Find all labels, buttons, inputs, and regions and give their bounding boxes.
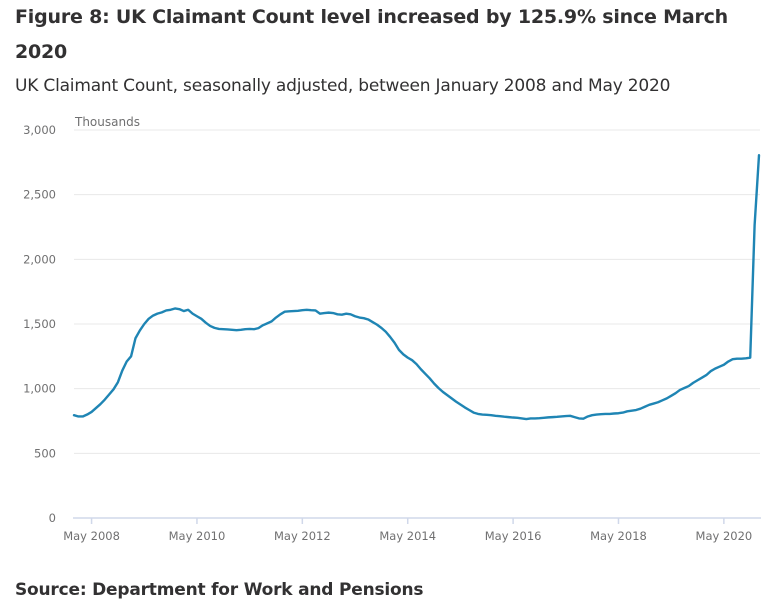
x-tick-label: May 2018: [590, 529, 647, 543]
y-axis-ticks: 0 500 1,000 1,500 2,000 2,500 3,000: [23, 123, 56, 525]
series-line-claimant-count: [72, 154, 761, 421]
figure-title: Figure 8: UK Claimant Count level increa…: [15, 6, 729, 63]
x-axis-ticks: May 2008 May 2010 May 2012 May 2014 May 2016…: [63, 518, 752, 543]
x-tick-label: May 2016: [485, 529, 542, 543]
x-tick-label: May 2020: [696, 529, 753, 543]
y-tick-label: 2,000: [23, 252, 56, 266]
y-tick-label: 0: [49, 511, 56, 525]
x-tick-label: May 2010: [169, 529, 226, 543]
gridlines: [74, 129, 760, 454]
y-tick-label: 1,000: [23, 382, 56, 396]
y-axis-unit-label: Thousands: [74, 115, 140, 129]
y-tick-label: 1,500: [23, 317, 56, 331]
y-tick-label: 500: [34, 446, 56, 460]
figure-subtitle: UK Claimant Count, seasonally adjusted, …: [15, 76, 671, 96]
x-tick-label: May 2014: [379, 529, 436, 543]
x-tick-label: May 2012: [274, 529, 331, 543]
x-tick-label: May 2008: [63, 529, 120, 543]
y-tick-label: 2,500: [23, 188, 56, 202]
figure-source: Source: Department for Work and Pensions: [15, 580, 424, 600]
y-tick-label: 3,000: [23, 123, 56, 137]
